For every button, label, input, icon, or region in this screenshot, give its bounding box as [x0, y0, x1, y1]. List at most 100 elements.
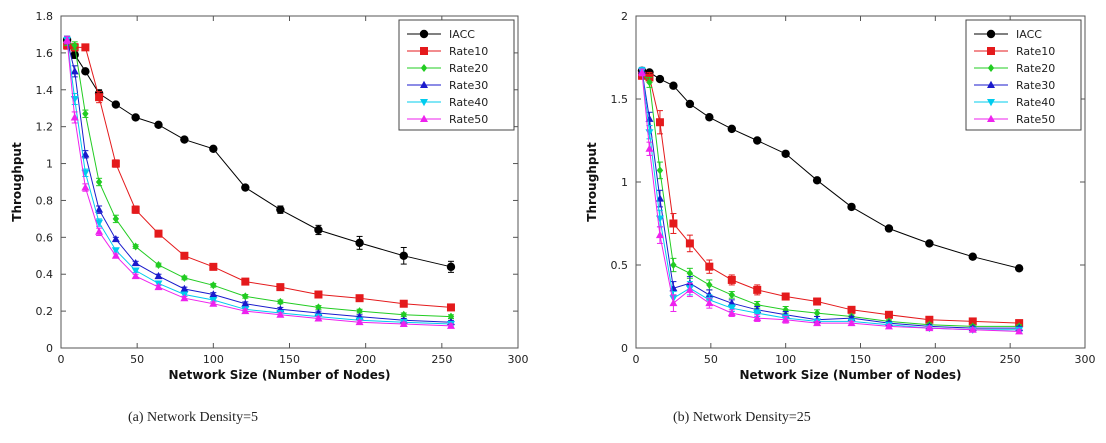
x-tick-label: 150 — [279, 353, 300, 366]
legend-item-rate30: Rate30 — [974, 79, 1055, 92]
series-rate20 — [63, 37, 455, 321]
data-point — [446, 321, 455, 329]
data-point — [925, 323, 934, 332]
legend-marker — [987, 99, 995, 107]
data-point — [95, 205, 104, 213]
legend-label: Rate40 — [449, 96, 488, 109]
data-point — [727, 275, 736, 284]
data-point — [705, 262, 714, 271]
data-point — [180, 135, 189, 144]
x-tick-label: 0 — [633, 353, 640, 366]
series-line — [66, 39, 452, 268]
data-point — [727, 305, 736, 313]
data-point — [154, 229, 163, 238]
series-rate50 — [63, 35, 455, 329]
y-tick-label: 1.6 — [36, 47, 54, 60]
data-point — [70, 96, 79, 104]
data-point — [355, 317, 364, 326]
data-point — [131, 113, 140, 122]
data-point — [276, 310, 285, 318]
data-point — [276, 205, 285, 214]
y-tick-label: 0.8 — [36, 194, 54, 207]
y-tick-label: 0.5 — [611, 259, 629, 272]
x-tick-label: 250 — [1000, 353, 1021, 366]
legend-marker — [987, 114, 995, 122]
data-point — [154, 120, 163, 130]
data-point — [781, 315, 790, 323]
legend-item-rate50: Rate50 — [974, 113, 1055, 126]
data-point — [314, 290, 323, 299]
data-point — [132, 242, 139, 251]
data-point — [813, 318, 822, 327]
data-point — [847, 305, 856, 314]
data-point — [968, 325, 977, 333]
data-point — [209, 290, 218, 298]
data-point — [399, 299, 408, 308]
data-point — [355, 294, 364, 303]
data-point — [111, 251, 120, 259]
data-point — [131, 267, 140, 275]
series-line — [641, 70, 1020, 269]
data-point — [314, 314, 323, 322]
legend-label: Rate40 — [1016, 96, 1055, 109]
caption-a: (a) Network Density=5 — [128, 410, 258, 425]
legend-marker — [987, 47, 995, 55]
y-tick-label: 0 — [621, 342, 628, 355]
y-tick-label: 2 — [621, 10, 628, 23]
series-line — [66, 39, 452, 323]
y-tick-label: 1 — [46, 158, 53, 171]
data-point — [111, 247, 120, 255]
x-tick-label: 300 — [1075, 353, 1096, 366]
x-tick-label: 150 — [850, 353, 871, 366]
data-point — [95, 178, 103, 186]
data-point — [645, 129, 654, 137]
legend-box — [965, 19, 1082, 131]
data-point — [685, 99, 695, 109]
data-point — [70, 113, 79, 121]
data-point — [646, 78, 653, 87]
data-point — [209, 299, 218, 307]
legend-marker — [420, 64, 428, 72]
x-axis-label: Network Size (Number of Nodes) — [739, 368, 961, 382]
y-axis-label: Throughput — [10, 142, 24, 222]
series-rate10 — [63, 41, 455, 312]
legend-item-rate20: Rate20 — [974, 62, 1055, 75]
y-tick-label: 0.6 — [36, 231, 54, 244]
data-point — [727, 124, 736, 134]
legend-item-rate10: Rate10 — [407, 45, 488, 58]
series-rate50 — [637, 68, 1024, 335]
data-point — [669, 219, 678, 228]
data-point — [637, 68, 646, 76]
data-point — [95, 93, 104, 102]
data-point — [95, 227, 104, 235]
legend-item-rate40: Rate40 — [407, 96, 488, 109]
data-point — [399, 319, 408, 328]
data-point — [277, 297, 284, 306]
data-point — [180, 284, 189, 292]
x-tick-label: 200 — [355, 353, 376, 366]
data-point — [645, 144, 654, 152]
series-rate20 — [638, 68, 1023, 331]
data-point — [447, 312, 455, 321]
data-point — [686, 269, 694, 278]
data-point — [111, 100, 121, 109]
legend-item-rate40: Rate40 — [974, 96, 1055, 109]
data-point — [71, 41, 78, 50]
data-point — [884, 322, 893, 330]
legend-marker — [420, 80, 428, 88]
data-point — [81, 183, 90, 191]
y-tick-label: 1.5 — [611, 93, 629, 106]
y-tick-label: 1.4 — [36, 84, 54, 97]
x-tick-label: 200 — [925, 353, 946, 366]
data-point — [655, 74, 665, 84]
y-axis-label: Throughput — [585, 142, 599, 222]
data-point — [753, 310, 762, 318]
data-point — [813, 309, 821, 318]
data-point — [706, 280, 713, 289]
data-point — [210, 281, 217, 290]
data-point — [847, 318, 856, 327]
y-tick-label: 1 — [621, 176, 628, 189]
data-point — [111, 234, 120, 243]
x-tick-label: 100 — [775, 353, 796, 366]
data-point — [669, 81, 678, 90]
